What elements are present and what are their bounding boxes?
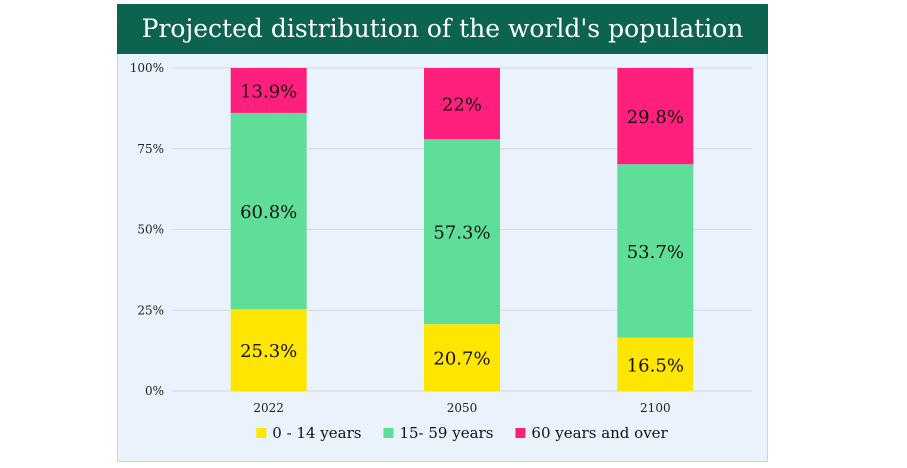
legend-swatch: [256, 428, 267, 438]
x-tick-label: 2100: [640, 401, 671, 415]
data-label: 13.9%: [240, 81, 297, 102]
data-label: 29.8%: [627, 107, 684, 128]
data-label: 20.7%: [433, 349, 490, 370]
x-tick-label: 2050: [447, 401, 478, 415]
chart-title: Projected distribution of the world's po…: [141, 14, 744, 43]
y-tick-label: 0%: [145, 384, 164, 398]
bar-segment: [230, 309, 307, 391]
bar-segment: [424, 324, 500, 391]
data-label: 25.3%: [240, 341, 297, 362]
bar-segment: [230, 68, 307, 113]
bar-segment: [617, 337, 694, 391]
data-label: 57.3%: [433, 223, 490, 244]
legend-swatch: [515, 428, 526, 438]
x-tick-label: 2022: [253, 401, 284, 415]
legend-swatch: [383, 428, 394, 438]
legend-label: 60 years and over: [531, 424, 668, 442]
bar-segment: [230, 112, 307, 310]
data-label: 53.7%: [627, 242, 684, 263]
data-label: 60.8%: [240, 202, 297, 223]
bar-segment: [617, 164, 694, 338]
y-tick-label: 100%: [130, 61, 164, 75]
title-bar: [117, 4, 768, 54]
bar-segment: [424, 139, 500, 325]
bar-segment: [617, 68, 694, 165]
legend-label: 15- 59 years: [399, 424, 493, 442]
data-label: 22%: [442, 95, 482, 116]
y-tick-label: 50%: [137, 223, 164, 237]
bar-segment: [424, 68, 500, 140]
y-tick-label: 25%: [137, 303, 164, 317]
data-label: 16.5%: [627, 355, 684, 376]
y-tick-label: 75%: [137, 142, 164, 156]
legend-label: 0 - 14 years: [272, 424, 361, 442]
